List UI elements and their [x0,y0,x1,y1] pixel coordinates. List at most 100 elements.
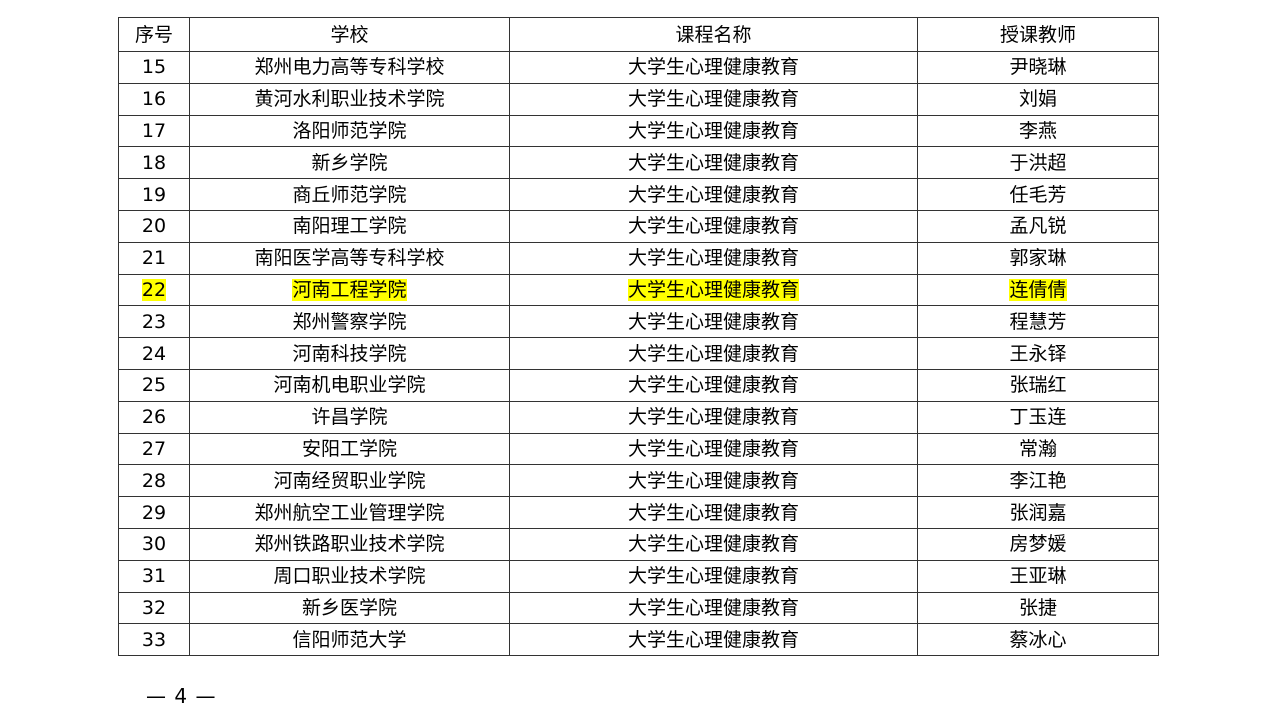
cell-index: 16 [118,82,190,116]
cell-teacher: 张瑞红 [917,368,1159,402]
cell-school-text: 周口职业技术学院 [273,565,426,588]
cell-course: 大学生心理健康教育 [509,623,918,657]
cell-school-text: 许昌学院 [311,406,388,429]
cell-course-text: 大学生心理健康教育 [627,56,799,79]
cell-teacher: 刘娟 [917,82,1159,116]
header-course: 课程名称 [509,17,918,52]
cell-index: 15 [118,51,190,84]
cell-school-text: 黄河水利职业技术学院 [254,88,445,111]
cell-index-text: 32 [141,596,167,619]
cell-school-text: 新乡医学院 [301,596,397,619]
cell-course-text: 大学生心理健康教育 [627,533,799,556]
cell-teacher: 连倩倩 [917,273,1159,307]
cell-teacher-text: 房梦媛 [1009,533,1067,556]
cell-school-text: 南阳医学高等专科学校 [254,247,445,270]
table-row: 33 信阳师范大学 大学生心理健康教育 蔡冰心 [118,623,1159,657]
cell-index: 32 [118,591,190,625]
cell-course-text: 大学生心理健康教育 [627,565,799,588]
cell-teacher-text: 李燕 [1018,119,1057,142]
cell-school-text: 信阳师范大学 [292,628,407,651]
cell-teacher-text: 尹晓琳 [1009,56,1067,79]
cell-index: 28 [118,464,190,498]
cell-school-text: 南阳理工学院 [292,215,407,238]
cell-course: 大学生心理健康教育 [509,368,918,402]
table-row: 30 郑州铁路职业技术学院 大学生心理健康教育 房梦媛 [118,527,1159,561]
cell-school-text: 安阳工学院 [301,437,397,460]
cell-teacher-text: 程慧芳 [1009,310,1067,333]
cell-course: 大学生心理健康教育 [509,146,918,180]
cell-index: 27 [118,432,190,466]
cell-course-text: 大学生心理健康教育 [627,215,799,238]
cell-index-text: 17 [141,119,167,142]
cell-teacher-text: 李江艳 [1009,469,1067,492]
cell-index-text: 18 [141,151,167,174]
cell-course: 大学生心理健康教育 [509,559,918,593]
cell-course-text: 大学生心理健康教育 [627,310,799,333]
cell-school: 洛阳师范学院 [189,114,510,148]
table-row: 22 河南工程学院 大学生心理健康教育 连倩倩 [118,273,1159,307]
cell-index-text: 20 [141,215,167,238]
cell-school: 河南工程学院 [189,273,510,307]
cell-index: 25 [118,368,190,402]
cell-school-text: 洛阳师范学院 [292,119,407,142]
cell-school: 河南科技学院 [189,337,510,370]
cell-school-text: 商丘师范学院 [292,183,407,206]
table-row: 28 河南经贸职业学院 大学生心理健康教育 李江艳 [118,464,1159,498]
cell-course: 大学生心理健康教育 [509,400,918,434]
table-row: 23 郑州警察学院 大学生心理健康教育 程慧芳 [118,305,1159,339]
cell-school-text: 河南科技学院 [292,342,407,365]
cell-teacher-text: 张瑞红 [1009,374,1067,397]
cell-teacher: 尹晓琳 [917,51,1159,84]
cell-teacher-text: 丁玉连 [1009,406,1067,429]
cell-course: 大学生心理健康教育 [509,114,918,148]
cell-school: 黄河水利职业技术学院 [189,82,510,116]
cell-school: 河南经贸职业学院 [189,464,510,498]
cell-index-text: 19 [141,183,167,206]
cell-school: 郑州警察学院 [189,305,510,339]
cell-index-text: 22 [141,278,167,301]
cell-school: 郑州铁路职业技术学院 [189,527,510,561]
cell-teacher-text: 孟凡锐 [1009,215,1067,238]
cell-teacher: 王亚琳 [917,559,1159,593]
cell-school: 许昌学院 [189,400,510,434]
cell-index-text: 15 [141,56,167,79]
cell-course: 大学生心理健康教育 [509,527,918,561]
header-teacher: 授课教师 [917,17,1159,52]
cell-course: 大学生心理健康教育 [509,178,918,211]
table-header-row: 序号 学校 课程名称 授课教师 [118,17,1159,52]
cell-teacher-text: 常瀚 [1018,437,1057,460]
cell-teacher: 王永铎 [917,337,1159,370]
cell-teacher: 郭家琳 [917,241,1159,275]
cell-index-text: 27 [141,437,167,460]
cell-index-text: 28 [141,469,167,492]
cell-school: 新乡医学院 [189,591,510,625]
cell-course: 大学生心理健康教育 [509,305,918,339]
cell-school: 商丘师范学院 [189,178,510,211]
table-row: 26 许昌学院 大学生心理健康教育 丁玉连 [118,400,1159,434]
cell-index-text: 30 [141,533,167,556]
table-row: 29 郑州航空工业管理学院 大学生心理健康教育 张润嘉 [118,496,1159,529]
table-row: 24 河南科技学院 大学生心理健康教育 王永铎 [118,337,1159,370]
table-row: 27 安阳工学院 大学生心理健康教育 常瀚 [118,432,1159,466]
cell-course-text: 大学生心理健康教育 [627,151,799,174]
cell-teacher: 丁玉连 [917,400,1159,434]
cell-school: 河南机电职业学院 [189,368,510,402]
cell-school: 信阳师范大学 [189,623,510,657]
cell-school-text: 郑州警察学院 [292,310,407,333]
cell-teacher-text: 王亚琳 [1009,565,1067,588]
cell-index: 18 [118,146,190,180]
cell-course: 大学生心理健康教育 [509,496,918,529]
table-row: 21 南阳医学高等专科学校 大学生心理健康教育 郭家琳 [118,241,1159,275]
header-index: 序号 [118,17,190,52]
cell-teacher: 于洪超 [917,146,1159,180]
cell-index: 19 [118,178,190,211]
cell-course-text: 大学生心理健康教育 [627,374,799,397]
cell-teacher: 李江艳 [917,464,1159,498]
cell-course-text: 大学生心理健康教育 [627,183,799,206]
cell-course-text: 大学生心理健康教育 [627,119,799,142]
cell-teacher-text: 连倩倩 [1009,278,1067,301]
cell-course-text: 大学生心理健康教育 [627,501,799,524]
cell-teacher-text: 张润嘉 [1009,501,1067,524]
cell-index: 21 [118,241,190,275]
cell-course-text: 大学生心理健康教育 [627,469,799,492]
